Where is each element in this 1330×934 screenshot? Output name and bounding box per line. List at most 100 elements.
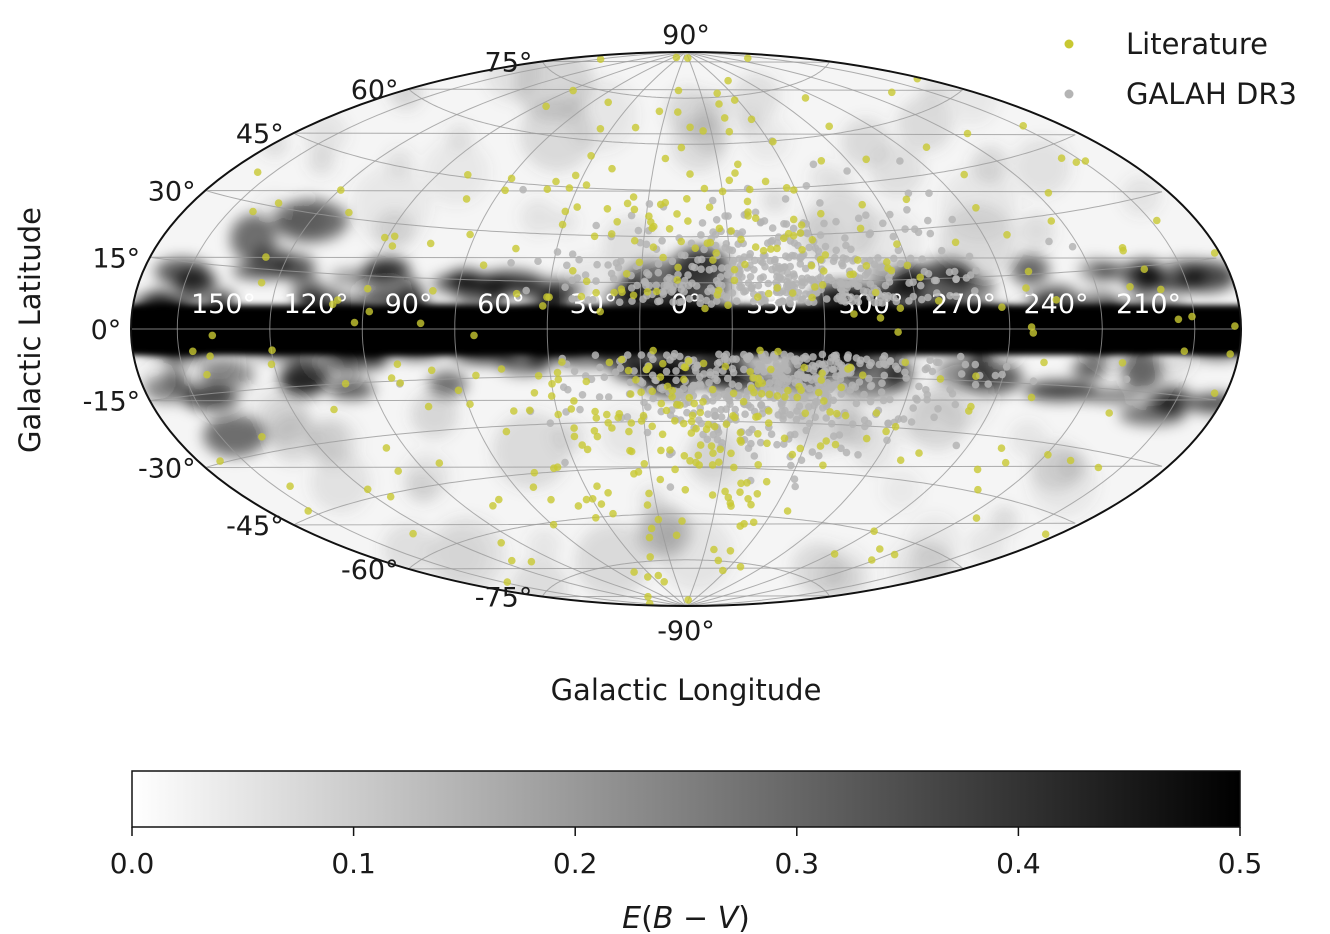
literature-point: [684, 596, 692, 604]
literature-point: [454, 386, 463, 395]
literature-point: [393, 360, 402, 369]
literature-point: [684, 54, 692, 62]
galah-point: [746, 352, 754, 361]
literature-point: [673, 276, 682, 284]
galah-point: [854, 214, 863, 223]
galah-point: [891, 362, 900, 371]
galah-point: [772, 267, 781, 276]
legend-marker: [1064, 89, 1074, 99]
literature-point: [722, 420, 731, 429]
gridline-latitude: [293, 132, 1076, 191]
literature-point: [896, 304, 905, 313]
literature-point: [592, 288, 600, 297]
literature-point: [1118, 359, 1127, 367]
galah-point: [820, 219, 828, 228]
galah-point: [643, 428, 652, 437]
galah-point: [879, 355, 887, 363]
literature-point: [648, 387, 657, 396]
galah-point: [786, 295, 794, 304]
galah-point: [802, 182, 811, 190]
literature-point: [396, 379, 405, 387]
galah-point: [696, 294, 704, 302]
galah-point: [781, 195, 790, 203]
literature-point: [427, 366, 436, 375]
literature-point: [534, 372, 543, 380]
literature-point: [666, 446, 674, 454]
galah-point: [866, 397, 875, 406]
literature-point: [645, 362, 653, 371]
literature-point: [903, 261, 912, 270]
galah-point: [519, 185, 527, 194]
galah-point: [913, 396, 921, 404]
galah-point: [738, 228, 747, 236]
literature-point: [790, 186, 798, 194]
galah-point: [522, 286, 530, 295]
galah-point: [675, 298, 684, 307]
literature-point: [894, 328, 902, 336]
galah-point: [829, 396, 838, 405]
x-axis-label: Galactic Longitude: [551, 673, 822, 707]
literature-point: [703, 239, 712, 247]
galah-point: [794, 370, 803, 379]
literature-point: [424, 402, 433, 411]
literature-point: [604, 489, 612, 497]
literature-point: [660, 578, 668, 586]
galah-point: [909, 292, 918, 301]
literature-point: [582, 181, 591, 189]
colorbar-tick-label: 0.5: [1218, 847, 1263, 880]
literature-point: [554, 410, 562, 419]
galah-point: [712, 297, 721, 305]
galah-point: [909, 278, 917, 287]
galah-point: [862, 355, 871, 364]
literature-point: [603, 410, 611, 419]
galah-point: [614, 263, 623, 272]
galah-point: [770, 257, 779, 266]
y-tick-label: -45°: [226, 511, 284, 542]
literature-point: [688, 411, 697, 420]
literature-point: [758, 379, 766, 387]
literature-point: [686, 123, 694, 132]
galah-point: [883, 436, 891, 445]
literature-point: [1153, 216, 1161, 225]
galah-point: [870, 260, 879, 269]
galah-point: [734, 382, 743, 390]
galah-point: [886, 210, 894, 219]
galah-point: [592, 277, 600, 285]
galah-point: [956, 352, 965, 361]
galah-point: [663, 276, 671, 284]
galah-point: [884, 419, 893, 428]
galah-point: [697, 265, 705, 274]
x-tick-label: 120°: [283, 289, 348, 320]
galah-point: [716, 273, 725, 281]
galah-point: [759, 273, 767, 281]
literature-point: [646, 553, 654, 561]
galah-point: [714, 392, 722, 401]
literature-point: [807, 261, 816, 270]
literature-point: [648, 224, 656, 232]
literature-point: [649, 346, 657, 355]
gridline-longitude: [269, 52, 687, 606]
galah-dr3-points: [396, 137, 1131, 491]
literature-point: [435, 459, 444, 467]
galah-point: [553, 248, 562, 256]
literature-point: [644, 573, 652, 581]
galah-point: [591, 351, 600, 360]
galah-point: [842, 241, 850, 250]
galah-point: [879, 396, 888, 405]
literature-point: [830, 550, 839, 558]
x-tick-label: 240°: [1023, 289, 1088, 320]
literature-point: [696, 408, 705, 417]
galah-point: [695, 373, 704, 381]
literature-point: [596, 307, 604, 316]
literature-point: [203, 370, 211, 379]
literature-point: [635, 258, 644, 267]
galah-point: [932, 276, 940, 285]
literature-point: [626, 446, 634, 455]
literature-point: [1210, 389, 1219, 398]
literature-point: [736, 563, 745, 571]
galah-point: [794, 288, 803, 297]
galah-point: [563, 261, 571, 270]
literature-point: [789, 215, 798, 224]
galah-point: [874, 254, 882, 262]
literature-point: [671, 465, 679, 474]
